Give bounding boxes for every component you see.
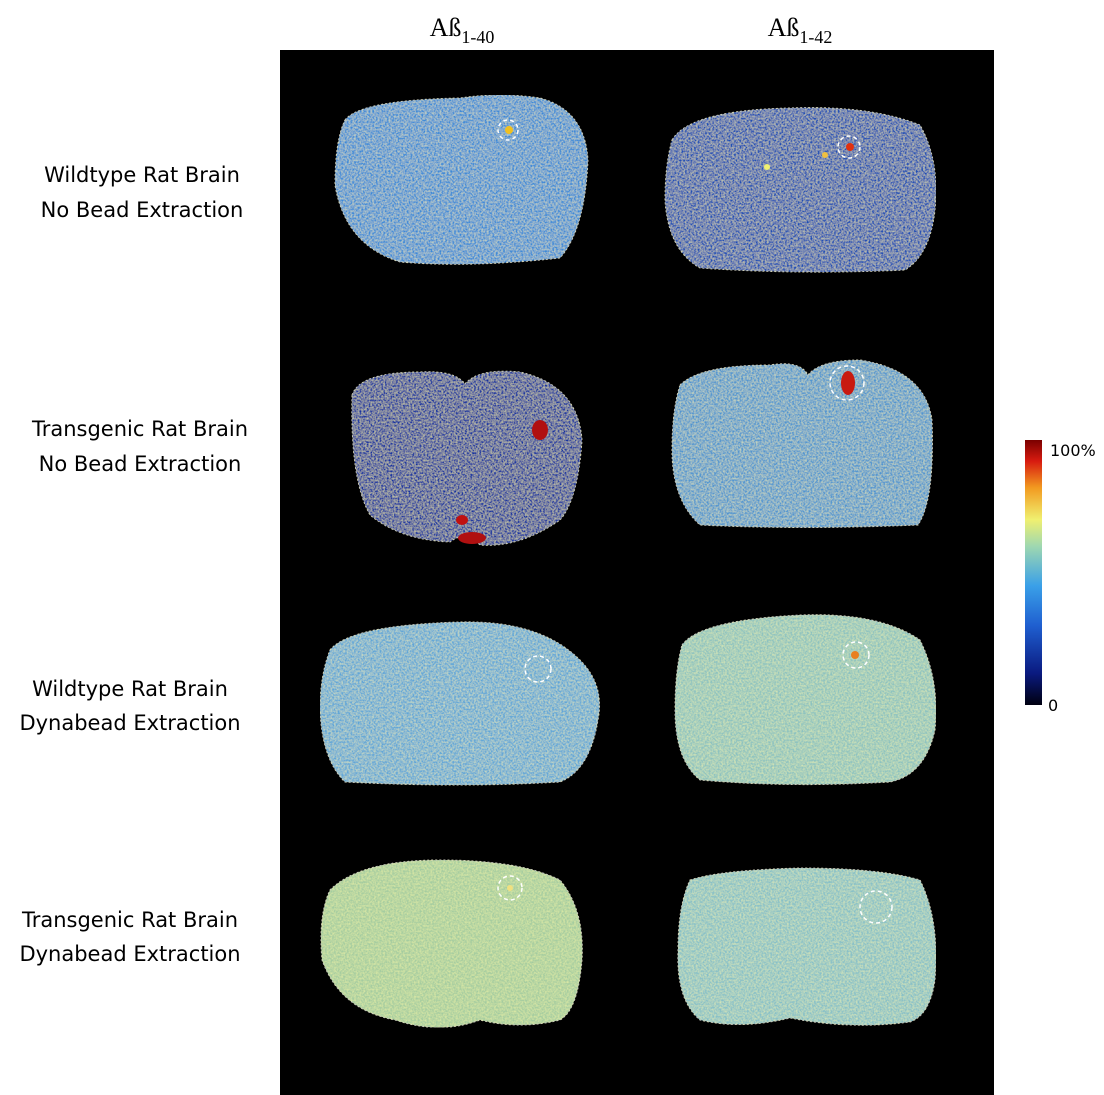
brain-image	[678, 868, 936, 1025]
row-label: Dynabead Extraction	[19, 711, 240, 735]
colorbar	[1025, 440, 1042, 705]
header-text: Aß	[768, 13, 800, 42]
brain-image	[665, 108, 936, 272]
row-label: No Bead Extraction	[41, 198, 244, 222]
hotspot	[456, 515, 468, 525]
brain-image	[335, 95, 588, 264]
brain-image	[320, 622, 600, 785]
colorbar-max-label: 100%	[1050, 441, 1096, 460]
brain-image	[321, 860, 582, 1028]
hotspot	[846, 143, 854, 151]
hotspot	[822, 152, 828, 158]
column-header: Aß1-40	[430, 13, 495, 47]
brain-image	[672, 360, 932, 528]
hotspot	[764, 164, 770, 170]
hotspot	[505, 126, 513, 134]
figure: Aß1-40 Aß1-42 Wildtype Rat Brain No Bead…	[0, 0, 1104, 1095]
row-label: Wildtype Rat Brain	[32, 677, 228, 701]
row-label: Dynabead Extraction	[19, 942, 240, 966]
row-label: Transgenic Rat Brain	[31, 417, 248, 441]
row-label: Transgenic Rat Brain	[21, 908, 238, 932]
column-header: Aß1-42	[768, 13, 833, 47]
hotspot	[458, 532, 486, 544]
hotspot	[841, 371, 855, 395]
row-label: No Bead Extraction	[39, 452, 242, 476]
header-subscript: 1-42	[799, 27, 832, 47]
brain-image	[675, 615, 936, 785]
header-text: Aß	[430, 13, 462, 42]
colorbar-min-label: 0	[1048, 696, 1058, 715]
header-subscript: 1-40	[461, 27, 494, 47]
hotspot	[851, 651, 859, 659]
hotspot	[532, 420, 548, 440]
hotspot	[507, 885, 513, 891]
row-label: Wildtype Rat Brain	[44, 163, 240, 187]
